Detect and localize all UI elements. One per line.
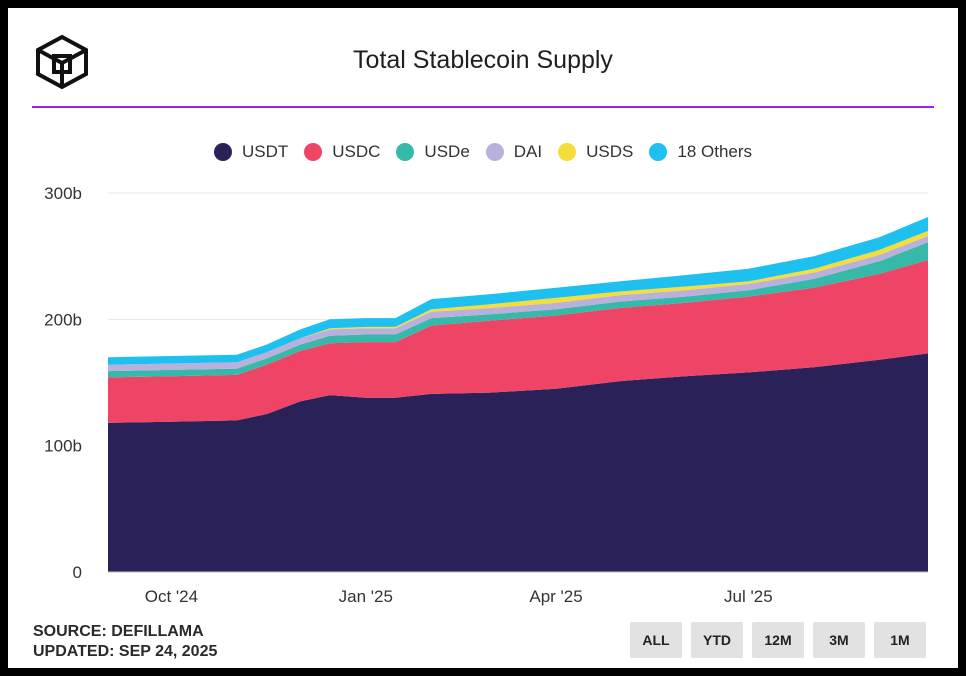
y-tick-label: 300b [44, 184, 82, 203]
stacked-area-chart: 0 100b 200b 300b Oct '24 Jan '25 Apr '25 Jul '2… [44, 184, 928, 606]
y-tick-label: 100b [44, 437, 82, 456]
area-series-dai [108, 236, 928, 372]
x-tick-label: Apr '25 [529, 587, 582, 606]
range-button-all[interactable]: ALL [630, 622, 682, 658]
legend-label: USDC [332, 142, 381, 161]
legend-swatch [558, 143, 577, 161]
legend-label: USDT [241, 142, 289, 161]
range-button-1m[interactable]: 1M [874, 622, 926, 658]
legend-item-usdt[interactable]: USDT [213, 142, 289, 162]
area-series-usdt [108, 353, 928, 572]
legend-label: USDe [424, 142, 470, 161]
legend-item-dai[interactable]: DAI [485, 142, 543, 162]
chart-footer: SOURCE: DEFILLAMA UPDATED: SEP 24, 2025 [33, 622, 217, 662]
legend-item-others[interactable]: 18 Others [649, 142, 752, 162]
legend-swatch [485, 143, 504, 161]
source-note: SOURCE: DEFILLAMA [33, 623, 204, 640]
area-series-18-others [108, 217, 928, 365]
legend-item-usds[interactable]: USDS [558, 142, 633, 162]
updated-note: UPDATED: SEP 24, 2025 [33, 643, 218, 660]
legend-label: DAI [513, 142, 543, 161]
y-tick-label: 0 [73, 563, 82, 582]
title-divider [32, 106, 934, 108]
chart-legend: USDT USDC USDe DAI USDS 18 Others [8, 142, 958, 162]
cube-logo-icon [36, 34, 88, 90]
legend-label: USDS [586, 142, 634, 161]
range-button-ytd[interactable]: YTD [691, 622, 743, 658]
y-tick-label: 200b [44, 310, 82, 329]
legend-swatch [213, 143, 232, 161]
chart-card: Total Stablecoin Supply USDT USDC USDe D… [8, 8, 958, 668]
legend-item-usde[interactable]: USDe [396, 142, 470, 162]
range-selector: ALL YTD 12M 3M 1M [630, 622, 926, 658]
area-series-usdc [108, 260, 928, 423]
x-tick-label: Jul '25 [724, 587, 773, 606]
range-button-12m[interactable]: 12M [752, 622, 804, 658]
legend-swatch [649, 143, 668, 161]
x-tick-label: Jan '25 [339, 587, 393, 606]
area-series-usde [108, 242, 928, 378]
legend-label: 18 Others [677, 142, 753, 161]
chart-title: Total Stablecoin Supply [353, 46, 613, 74]
legend-swatch [396, 143, 415, 161]
legend-item-usdc[interactable]: USDC [304, 142, 380, 162]
x-tick-label: Oct '24 [145, 587, 198, 606]
range-button-3m[interactable]: 3M [813, 622, 865, 658]
legend-swatch [304, 143, 323, 161]
